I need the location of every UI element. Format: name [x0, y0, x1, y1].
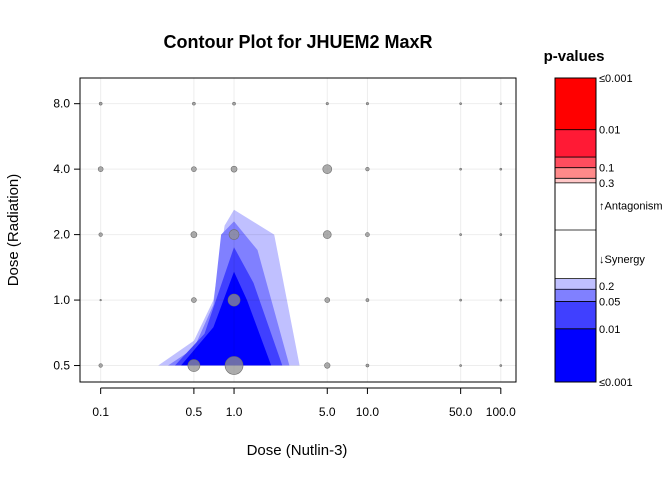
- data-point-23: [227, 293, 241, 307]
- colorbar-label-5: ↓Synergy: [599, 254, 645, 266]
- data-point-20: [499, 233, 503, 236]
- colorbar-band-2: [555, 157, 596, 168]
- y-tick-label-4: 8.0: [53, 97, 70, 111]
- data-point-12: [459, 167, 462, 171]
- colorbar-label-1: 0.01: [599, 125, 620, 137]
- colorbar-band-8: [555, 301, 596, 329]
- data-point-27: [499, 298, 503, 302]
- data-point-16: [228, 229, 240, 240]
- x-tick-label-4: 10.0: [356, 405, 380, 419]
- data-point-15: [190, 231, 198, 238]
- colorbar-band-0: [555, 78, 596, 130]
- colorbar-band-9: [555, 328, 596, 382]
- data-point-32: [365, 363, 370, 368]
- plot-border: [79, 77, 517, 383]
- data-point-21: [99, 298, 102, 302]
- x-tick-label-1: 0.5: [186, 405, 203, 419]
- contour-region-3: [181, 271, 272, 366]
- data-point-33: [459, 364, 462, 367]
- colorbar-band-3: [555, 167, 596, 179]
- colorbar-label-4: ↑Antagonism: [599, 201, 663, 213]
- colorbar-title: p-values: [544, 48, 605, 65]
- y-axis: 0.5 1.0 2.0 4.0 8.0: [53, 97, 80, 373]
- colorbar-label-8: 0.01: [599, 324, 620, 336]
- x-tick-label-5: 50.0: [449, 405, 473, 419]
- x-axis-label: Dose (Nutlin-3): [247, 442, 348, 459]
- colorbar-label-7: 0.05: [599, 296, 620, 308]
- colorbar: p-values ≤0.001 0.01 0.1 0.3 ↑Antagonism ↓Syn…: [544, 48, 663, 389]
- colorbar-band-4: [555, 178, 596, 183]
- x-tick-label-3: 5.0: [319, 405, 336, 419]
- x-tick-label-2: 1.0: [226, 405, 243, 419]
- x-tick-label-6: 100.0: [486, 405, 516, 419]
- data-point-2: [232, 101, 236, 106]
- x-tick-label-0: 0.1: [92, 405, 109, 419]
- data-point-11: [365, 167, 370, 172]
- data-point-26: [459, 298, 462, 302]
- data-point-3: [325, 102, 329, 106]
- data-point-25: [365, 298, 370, 302]
- colorbar-label-3: 0.3: [599, 178, 614, 190]
- data-point-7: [97, 166, 104, 172]
- data-point-14: [98, 232, 103, 237]
- y-tick-label-2: 2.0: [53, 228, 70, 242]
- data-point-31: [324, 362, 331, 369]
- data-point-28: [98, 363, 103, 368]
- data-point-9: [230, 165, 238, 173]
- x-axis: 0.1 0.5 1.0 5.0 10.0 50.0 100.0: [92, 387, 516, 419]
- plot-area: [79, 77, 517, 383]
- data-point-5: [459, 102, 462, 105]
- data-point-30: [224, 356, 244, 375]
- colorbar-label-9: ≤0.001: [599, 377, 633, 389]
- data-point-10: [322, 164, 333, 174]
- data-point-34: [499, 364, 503, 367]
- data-point-29: [187, 359, 201, 372]
- colorbar-band-6: [555, 278, 596, 290]
- data-point-13: [499, 167, 503, 171]
- data-point-19: [459, 233, 462, 236]
- y-tick-label-0: 0.5: [53, 359, 70, 373]
- colorbar-band-1: [555, 129, 596, 158]
- data-point-6: [499, 102, 503, 105]
- data-point-17: [322, 230, 332, 239]
- data-point-4: [365, 102, 369, 106]
- colorbar-band-7: [555, 289, 596, 302]
- chart-title: Contour Plot for JHUEM2 MaxR: [163, 32, 432, 52]
- data-point-8: [191, 166, 197, 172]
- data-point-1: [192, 101, 196, 106]
- colorbar-label-2: 0.1: [599, 163, 614, 175]
- data-point-18: [365, 232, 370, 237]
- y-tick-label-1: 1.0: [53, 293, 70, 307]
- data-point-0: [98, 101, 103, 106]
- data-point-24: [324, 297, 331, 303]
- colorbar-label-0: ≤0.001: [599, 73, 633, 85]
- colorbar-band-5: [555, 182, 596, 279]
- colorbar-border: [554, 77, 597, 383]
- colorbar-label-6: 0.2: [599, 281, 614, 293]
- data-point-22: [191, 297, 197, 303]
- y-tick-label-3: 4.0: [53, 162, 70, 176]
- y-axis-label: Dose (Radiation): [5, 174, 22, 287]
